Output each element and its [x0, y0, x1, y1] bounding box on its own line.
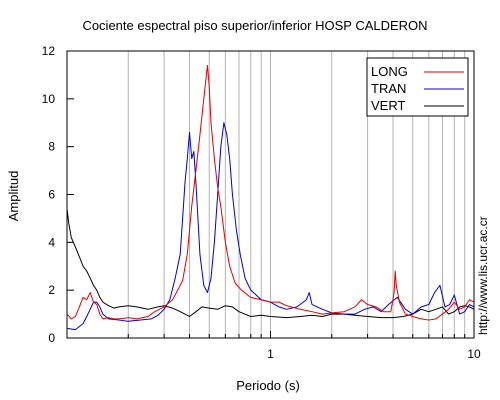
series-line-tran: [66, 122, 475, 331]
x-tick-label: 1: [267, 347, 274, 361]
legend-label-long: LONG: [371, 64, 408, 79]
chart-title: Cociente espectral piso superior/inferio…: [82, 18, 427, 33]
series-line-vert: [66, 208, 475, 319]
x-tick-label: 10: [467, 347, 481, 361]
series-line-long: [66, 64, 475, 321]
series-lines: [66, 64, 475, 331]
y-tick-label: 4: [48, 235, 55, 249]
legend: LONG TRAN VERT: [366, 57, 469, 117]
y-tick-label: 12: [42, 44, 56, 58]
y-axis-label: Amplitud: [6, 171, 21, 222]
watermark-url: http://www.lis.ucr.ac.cr: [476, 216, 490, 335]
y-tick-label: 0: [48, 331, 55, 345]
y-tick-label: 8: [48, 140, 55, 154]
y-tick-label: 2: [48, 283, 55, 297]
legend-label-vert: VERT: [371, 98, 405, 113]
y-tick-label: 6: [48, 188, 55, 202]
legend-label-tran: TRAN: [371, 81, 406, 96]
x-axis-label: Periodo (s): [236, 378, 300, 393]
y-tick-label: 10: [42, 92, 56, 106]
axes: 0 2 4 6 8 10 12 1 10: [42, 44, 481, 361]
